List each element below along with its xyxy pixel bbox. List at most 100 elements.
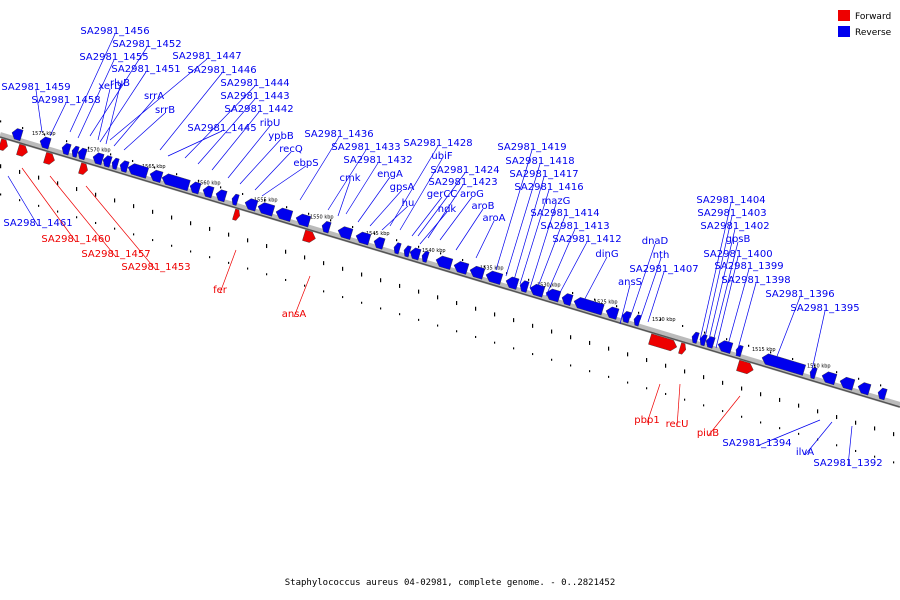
reverse-gene-arrow[interactable] [453, 261, 470, 275]
forward-gene-arrow[interactable] [16, 143, 28, 157]
gene-label: SA2981_1403 [697, 208, 766, 219]
gene-label: SA2981_1404 [696, 195, 765, 206]
reverse-gene-arrow[interactable] [821, 371, 838, 386]
reverse-gene-arrow[interactable] [393, 242, 402, 255]
gene-label: ansS [618, 277, 642, 288]
reverse-gene-arrow[interactable] [561, 293, 574, 306]
tick-label: 1565 kbp [142, 164, 166, 170]
forward-gene-arrow[interactable] [43, 151, 55, 165]
reverse-gene-arrow[interactable] [161, 173, 191, 192]
reverse-gene-arrow[interactable] [519, 280, 530, 293]
reverse-gene-arrow[interactable] [435, 255, 454, 270]
forward-gene-arrow[interactable] [78, 162, 88, 175]
gene-label: gpsA [390, 182, 415, 193]
reverse-gene-arrow[interactable] [231, 193, 240, 206]
reverse-gene-arrow[interactable] [529, 283, 546, 298]
gene-label: SA2981_1456 [80, 26, 149, 37]
forward-gene-arrow[interactable] [678, 342, 686, 355]
gene-label: ribU [260, 118, 281, 129]
reverse-gene-arrow[interactable] [11, 128, 24, 141]
gene-label: aroA [483, 213, 506, 224]
reverse-gene-arrow[interactable] [275, 207, 294, 222]
forward-gene-arrow[interactable] [0, 138, 8, 151]
tick-label: 1525 kbp [594, 300, 618, 306]
reverse-gene-arrow[interactable] [621, 311, 632, 324]
tick-label: 1555 kbp [254, 198, 278, 204]
reverse-gene-arrow[interactable] [71, 145, 80, 158]
gene-label: piuB [697, 428, 719, 439]
reverse-gene-arrow[interactable] [202, 185, 215, 199]
gene-label: SA2981_1423 [428, 177, 497, 188]
reverse-gene-arrow[interactable] [92, 152, 105, 166]
reverse-gene-arrow[interactable] [809, 367, 818, 380]
reverse-gene-arrow[interactable] [355, 231, 372, 246]
legend-forward-label: Forward [855, 12, 891, 22]
gene-label: ubiF [431, 151, 452, 162]
reverse-gene-arrow[interactable] [215, 189, 228, 203]
gene-label: SA2981_1419 [497, 142, 566, 153]
forward-gene-arrow[interactable] [648, 333, 678, 352]
tick-label: 1575 kbp [32, 131, 56, 137]
forward-gene-arrow[interactable] [302, 229, 316, 243]
reverse-gene-arrow[interactable] [403, 245, 412, 258]
gene-label: SA2981_1418 [505, 156, 574, 167]
gene-label: aroG [460, 189, 484, 200]
forward-gene-arrow[interactable] [232, 208, 240, 221]
legend-forward-swatch [838, 10, 850, 21]
reverse-gene-arrow[interactable] [77, 147, 88, 161]
reverse-gene-arrow[interactable] [119, 160, 130, 173]
reverse-gene-arrow[interactable] [761, 353, 806, 376]
reverse-gene-arrow[interactable] [373, 236, 386, 250]
reverse-gene-arrow[interactable] [839, 376, 856, 391]
gene-label: ilvA [796, 447, 814, 458]
reverse-gene-arrow[interactable] [111, 157, 120, 170]
reverse-gene-arrow[interactable] [421, 250, 430, 263]
reverse-gene-arrow[interactable] [321, 221, 332, 234]
reverse-gene-arrow[interactable] [189, 181, 202, 195]
reverse-gene-arrow[interactable] [39, 136, 52, 150]
gene-label: SA2981_1417 [509, 169, 578, 180]
gene-label: fer [213, 285, 228, 296]
reverse-gene-arrow[interactable] [505, 276, 520, 290]
gene-label: hu [402, 198, 415, 209]
gene-label: recQ [279, 144, 303, 155]
reverse-gene-arrow[interactable] [705, 336, 716, 349]
gene-label: SA2981_1447 [172, 51, 241, 62]
gene-label: dnaD [642, 236, 669, 247]
backbone [0, 132, 900, 408]
gene-label: SA2981_1458 [31, 95, 100, 106]
reverse-gene-arrow[interactable] [337, 226, 354, 240]
reverse-gene-arrow[interactable] [717, 340, 734, 354]
gene-label: dinG [595, 249, 618, 260]
reverse-gene-arrow[interactable] [244, 198, 259, 212]
reverse-gene-arrow[interactable] [573, 297, 605, 316]
gene-label: SA2981_1394 [722, 438, 791, 449]
gene-label: rluB [110, 78, 130, 89]
reverse-gene-arrow[interactable] [257, 202, 276, 217]
reverse-gene-arrow[interactable] [102, 155, 113, 168]
gene-label: ansA [282, 309, 307, 320]
reverse-gene-arrow[interactable] [469, 265, 486, 280]
gene-label: mazG [542, 196, 571, 207]
reverse-gene-arrow[interactable] [605, 306, 620, 320]
reverse-gene-arrow[interactable] [295, 213, 312, 228]
reverse-gene-arrow[interactable] [877, 387, 888, 401]
reverse-gene-arrow[interactable] [857, 382, 872, 396]
tick-label: 1520 kbp [652, 317, 676, 323]
gene-label: gerCC [427, 189, 458, 200]
gene-label: SA2981_1446 [187, 65, 256, 76]
reverse-gene-arrow[interactable] [633, 314, 642, 327]
reverse-gene-arrow[interactable] [691, 331, 700, 344]
reverse-gene-arrow[interactable] [61, 143, 72, 156]
reverse-gene-arrow[interactable] [409, 247, 422, 261]
forward-gene-arrow[interactable] [736, 359, 754, 375]
reverse-gene-arrow[interactable] [545, 288, 562, 303]
reverse-gene-arrow[interactable] [127, 163, 149, 179]
reverse-gene-arrow[interactable] [485, 270, 504, 285]
gene-label: nth [653, 250, 670, 261]
tick-label: 1540 kbp [422, 248, 446, 254]
gene-label: SA2981_1392 [813, 458, 882, 469]
reverse-gene-arrow[interactable] [149, 169, 164, 183]
